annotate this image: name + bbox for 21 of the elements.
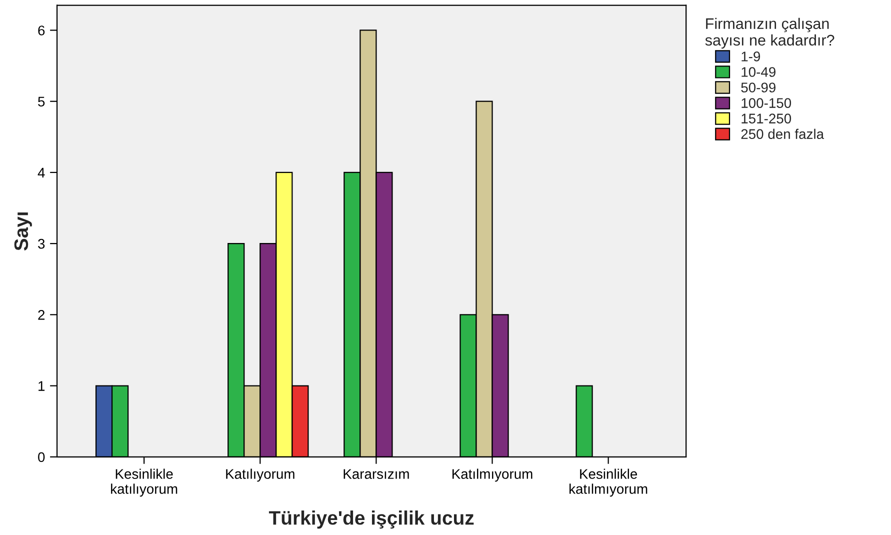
y-tick-label: 4 [38,168,45,178]
legend-label: 1-9 [742,52,760,62]
x-tick-label: Katılmıyorum [452,468,532,482]
y-axis-title: Sayı [14,212,32,251]
x-tick-label: Kesinlikle katılıyorum [111,468,178,497]
legend-label: 151-250 [742,114,792,124]
x-tick-label: Katılıyorum [226,468,294,482]
y-tick-label: 3 [38,238,45,249]
y-tick-label: 6 [38,26,45,36]
x-tick-label: Kararsızım [344,469,409,479]
y-tick-label: 5 [38,96,45,107]
legend-label: 250 den fazla [741,128,824,139]
legend-label: 50-99 [741,82,776,92]
y-tick-label: 1 [38,381,45,391]
legend-title: Firmanızın çalışan sayısı ne kadardır? [705,18,834,49]
legend-label: 10-49 [742,67,776,77]
y-tick-label: 2 [38,310,45,320]
x-tick-label: Kesinlikle katılmıyorum [570,468,648,497]
x-axis-title: Türkiye'de işçilik ucuz [268,510,474,529]
y-tick-label: 0 [38,452,45,462]
legend-label: 100-150 [742,98,792,108]
